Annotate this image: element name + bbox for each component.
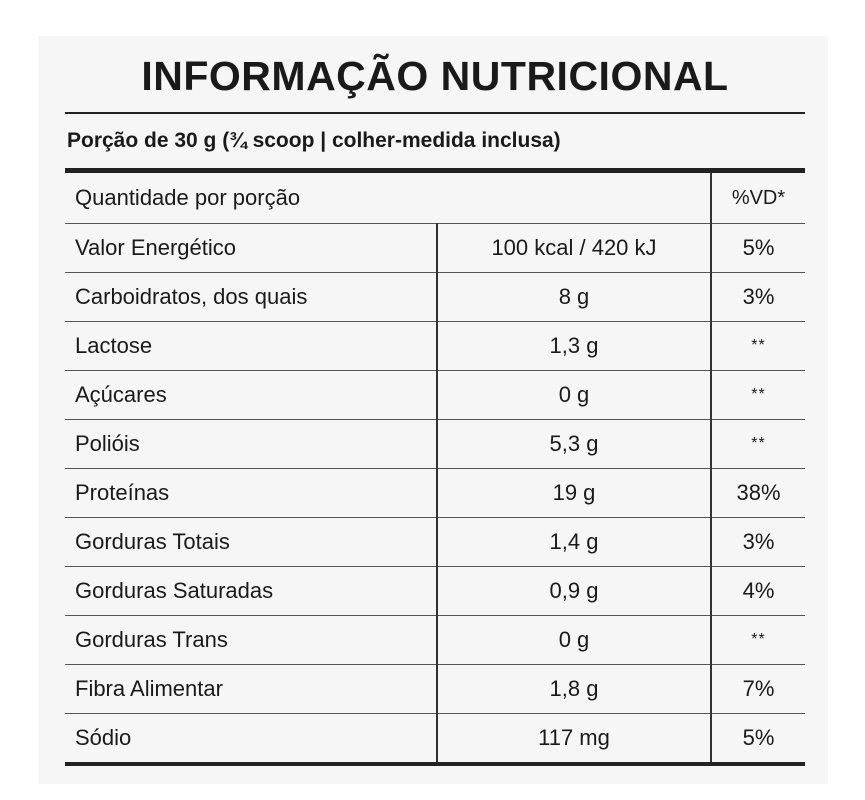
table-row: Sódio 117 mg 5%	[65, 714, 805, 763]
nutrient-name: Fibra Alimentar	[65, 665, 437, 714]
nutrient-amount: 1,4 g	[437, 518, 711, 567]
nutrition-facts-label: INFORMAÇÃO NUTRICIONAL Porção de 30 g (¾…	[65, 40, 805, 766]
nutrient-vd: 5%	[711, 224, 805, 273]
nutrient-amount: 0 g	[437, 371, 711, 420]
nutrient-vd: 38%	[711, 469, 805, 518]
table-header-row: Quantidade por porção %VD*	[65, 173, 805, 224]
nutrient-name: Proteínas	[65, 469, 437, 518]
table-row: Gorduras Saturadas 0,9 g 4%	[65, 567, 805, 616]
nutrient-amount: 0,9 g	[437, 567, 711, 616]
nutrient-vd: 7%	[711, 665, 805, 714]
nutrient-amount: 19 g	[437, 469, 711, 518]
table-row: Gorduras Trans 0 g **	[65, 616, 805, 665]
table-row: Fibra Alimentar 1,8 g 7%	[65, 665, 805, 714]
nutrient-vd: **	[711, 322, 805, 371]
nutrient-vd: **	[711, 371, 805, 420]
nutrient-name: Carboidratos, dos quais	[65, 273, 437, 322]
nutrient-vd: 3%	[711, 273, 805, 322]
quantity-header: Quantidade por porção	[65, 173, 711, 224]
nutrient-amount: 5,3 g	[437, 420, 711, 469]
nutrient-name: Açúcares	[65, 371, 437, 420]
nutrient-vd: 3%	[711, 518, 805, 567]
nutrient-name: Lactose	[65, 322, 437, 371]
nutrient-name: Gorduras Saturadas	[65, 567, 437, 616]
nutrient-name: Gorduras Totais	[65, 518, 437, 567]
nutrient-name: Gorduras Trans	[65, 616, 437, 665]
table-row: Açúcares 0 g **	[65, 371, 805, 420]
table-row: Lactose 1,3 g **	[65, 322, 805, 371]
nutrient-vd: 4%	[711, 567, 805, 616]
nutrient-amount: 1,3 g	[437, 322, 711, 371]
nutrition-table: Quantidade por porção %VD* Valor Energét…	[65, 173, 805, 762]
table-row: Proteínas 19 g 38%	[65, 469, 805, 518]
vd-header: %VD*	[711, 173, 805, 224]
portion-size: Porção de 30 g (¾ scoop | colher-medida …	[65, 114, 805, 168]
nutrient-amount: 0 g	[437, 616, 711, 665]
table-row: Polióis 5,3 g **	[65, 420, 805, 469]
nutrient-name: Sódio	[65, 714, 437, 763]
nutrient-vd: 5%	[711, 714, 805, 763]
table-row: Carboidratos, dos quais 8 g 3%	[65, 273, 805, 322]
nutrient-vd: **	[711, 616, 805, 665]
label-title: INFORMAÇÃO NUTRICIONAL	[65, 40, 805, 112]
nutrient-amount: 8 g	[437, 273, 711, 322]
table-bottom-rule	[65, 762, 805, 766]
nutrient-amount: 100 kcal / 420 kJ	[437, 224, 711, 273]
nutrient-amount: 117 mg	[437, 714, 711, 763]
nutrient-amount: 1,8 g	[437, 665, 711, 714]
table-row: Gorduras Totais 1,4 g 3%	[65, 518, 805, 567]
nutrient-name: Valor Energético	[65, 224, 437, 273]
nutrient-name: Polióis	[65, 420, 437, 469]
table-row: Valor Energético 100 kcal / 420 kJ 5%	[65, 224, 805, 273]
nutrient-vd: **	[711, 420, 805, 469]
